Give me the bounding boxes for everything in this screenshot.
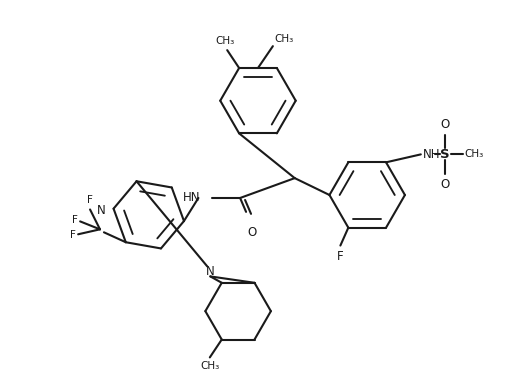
Text: CH₃: CH₃ [274, 34, 294, 44]
Text: F: F [87, 196, 93, 205]
Text: CH₃: CH₃ [464, 149, 483, 159]
Text: NH: NH [422, 148, 439, 161]
Text: O: O [247, 226, 256, 239]
Text: N: N [206, 265, 214, 278]
Text: F: F [72, 216, 78, 225]
Text: CH₃: CH₃ [215, 36, 234, 46]
Text: O: O [439, 178, 448, 191]
Text: CH₃: CH₃ [200, 361, 219, 371]
Text: O: O [439, 117, 448, 131]
Text: F: F [336, 249, 343, 263]
Text: N: N [97, 204, 105, 217]
Text: S: S [439, 148, 448, 161]
Text: HN: HN [183, 191, 200, 205]
Text: F: F [70, 230, 76, 240]
